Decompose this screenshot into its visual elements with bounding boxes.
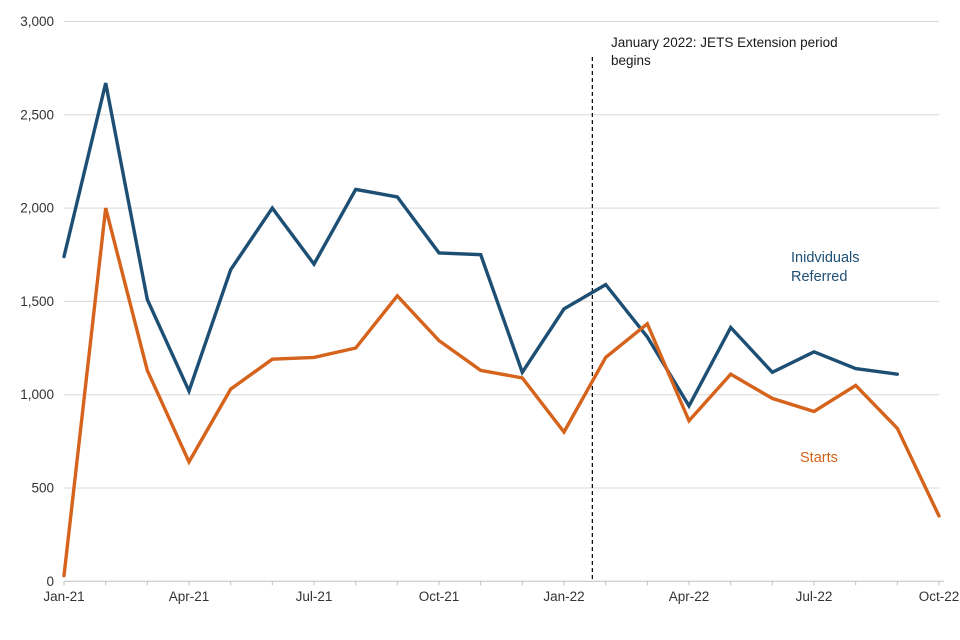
series-label-starts: Starts [800, 450, 838, 466]
x-axis-label: Jan-22 [543, 589, 584, 604]
y-axis-label: 2,500 [20, 107, 54, 122]
y-axis-label: 0 [46, 574, 54, 589]
y-axis-label: 2,000 [20, 201, 54, 216]
vline-annotation: January 2022: JETS Extension period begi… [611, 34, 838, 70]
vline-annotation-line1: January 2022: JETS Extension period [611, 35, 838, 50]
y-axis-label: 500 [31, 481, 54, 496]
series-label-individuals-referred: Inidviduals Referred [791, 249, 860, 287]
x-axis-label: Jul-21 [296, 589, 333, 604]
x-axis-label: Apr-21 [169, 589, 210, 604]
series-label-individuals-referred-line1: Inidviduals [791, 250, 860, 266]
x-axis-label: Oct-22 [919, 589, 960, 604]
x-axis-label: Apr-22 [669, 589, 710, 604]
x-axis-label: Jan-21 [43, 589, 84, 604]
series-label-individuals-referred-line2: Referred [791, 269, 848, 285]
y-axis-label: 1,500 [20, 294, 54, 309]
series-line-individuals-referred [62, 82, 899, 410]
y-axis-label: 1,000 [20, 387, 54, 402]
x-axis-label: Jul-22 [796, 589, 833, 604]
vline-annotation-line2: begins [611, 53, 651, 68]
x-axis-label: Oct-21 [419, 589, 460, 604]
series-line-starts [62, 207, 941, 578]
y-axis-label: 3,000 [20, 14, 54, 29]
